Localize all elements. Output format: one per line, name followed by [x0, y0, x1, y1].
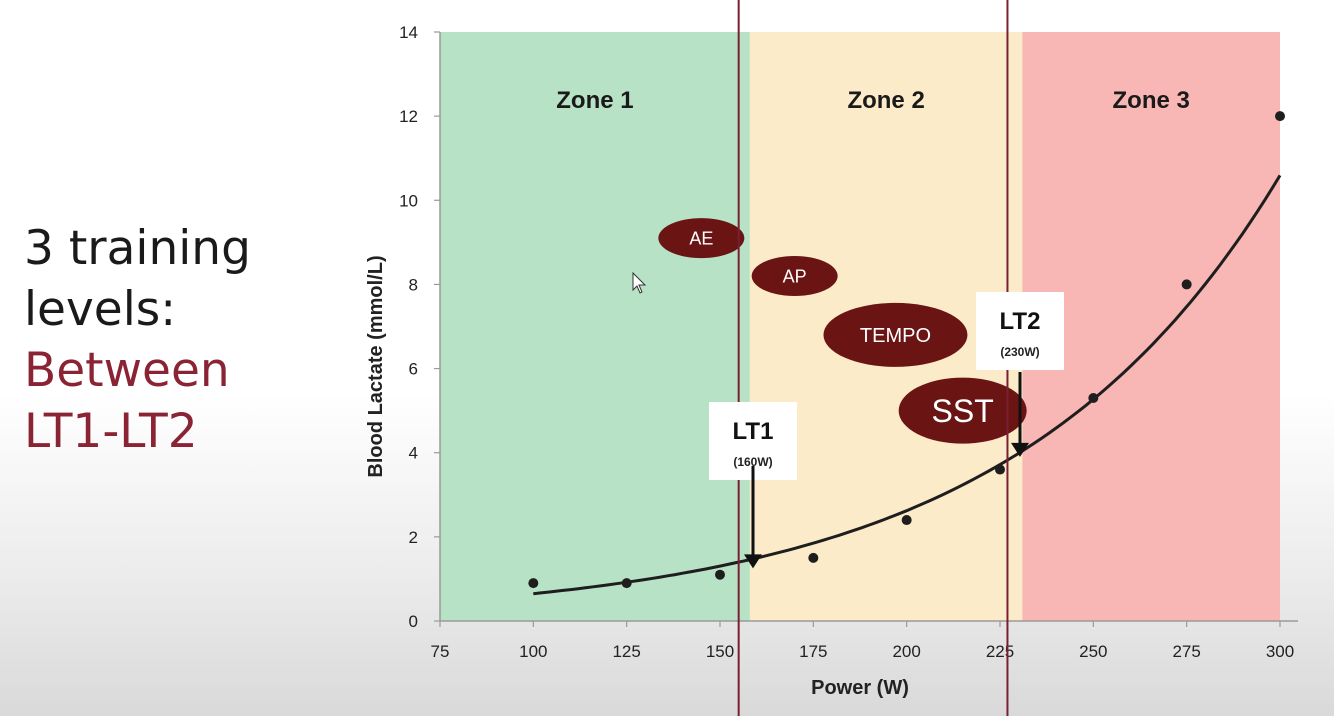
- data-point: [621, 578, 632, 589]
- x-tick-label: 250: [1079, 642, 1107, 661]
- sst-oval: [898, 377, 1027, 444]
- sst-oval-label: SST: [932, 393, 994, 429]
- lt1-callout-subtitle: (160W): [733, 455, 772, 469]
- lt1-arrow-head: [744, 554, 762, 569]
- data-point: [1275, 111, 1285, 122]
- x-tick-label: 150: [706, 642, 734, 661]
- data-point: [715, 569, 725, 580]
- slide-highlight-line-1: Between: [24, 343, 230, 398]
- data-point: [901, 515, 912, 526]
- x-tick-label: 300: [1266, 642, 1294, 661]
- mouse-cursor-icon: [632, 271, 647, 294]
- lt2-callout-subtitle: (230W): [1000, 345, 1039, 359]
- tempo-oval: [823, 302, 968, 367]
- y-tick-label: 0: [409, 612, 418, 631]
- data-point: [1181, 279, 1192, 290]
- y-tick-label: 12: [399, 107, 418, 126]
- zone-3-band: [1022, 32, 1280, 621]
- ae-oval: [658, 218, 745, 259]
- x-tick-label: 175: [799, 642, 827, 661]
- trendline: [533, 174, 1282, 596]
- data-point: [528, 578, 539, 589]
- y-tick-label: 14: [399, 23, 418, 42]
- data-point: [995, 464, 1005, 475]
- slide-heading-line-2: levels:: [24, 282, 177, 337]
- ap-oval-label: AP: [783, 266, 807, 286]
- y-tick-label: 8: [409, 275, 418, 294]
- ap-oval: [751, 256, 838, 297]
- x-tick-label: 125: [612, 642, 640, 661]
- zone-2-label: Zone 2: [847, 87, 924, 114]
- data-point: [1088, 393, 1099, 404]
- tempo-oval-label: TEMPO: [860, 325, 931, 347]
- y-axis-title: Blood Lactate (mmol/L): [365, 255, 387, 477]
- zone-3-label: Zone 3: [1113, 87, 1190, 114]
- x-axis-title: Power (W): [811, 677, 909, 699]
- zone-1-label: Zone 1: [556, 87, 633, 114]
- ae-oval-label: AE: [689, 229, 713, 249]
- lt2-callout-title: LT2: [1000, 308, 1041, 335]
- slide-highlight-line-2: LT1-LT2: [24, 404, 198, 459]
- slide-text: 3 training levels: Between LT1-LT2: [24, 218, 251, 462]
- slide-heading-line-1: 3 training: [24, 221, 251, 276]
- data-point: [808, 552, 819, 563]
- x-tick-label: 75: [431, 642, 450, 661]
- y-tick-label: 4: [409, 444, 418, 463]
- y-tick-label: 6: [409, 360, 418, 379]
- lt2-arrow-head: [1011, 442, 1029, 457]
- x-tick-label: 225: [986, 642, 1014, 661]
- lt2-callout-box: [976, 292, 1064, 370]
- x-tick-label: 100: [519, 642, 547, 661]
- y-tick-label: 2: [409, 528, 418, 547]
- x-tick-label: 200: [892, 642, 920, 661]
- y-tick-label: 10: [399, 191, 418, 210]
- x-tick-label: 275: [1172, 642, 1200, 661]
- lt1-callout-title: LT1: [733, 418, 774, 445]
- zone-1-band: [440, 32, 750, 621]
